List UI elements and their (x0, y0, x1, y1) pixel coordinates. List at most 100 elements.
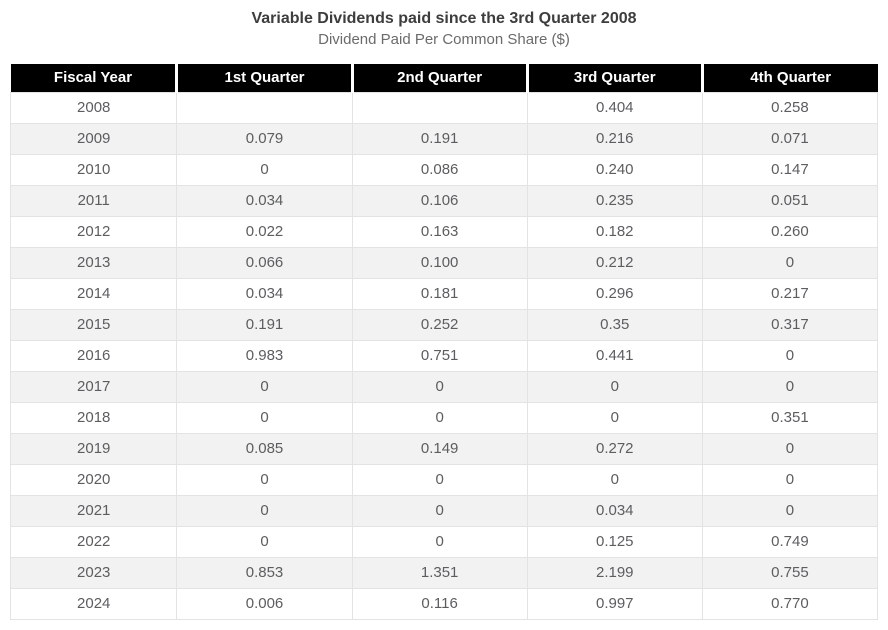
year-cell: 2008 (9, 91, 178, 124)
dividend-cell: 0.212 (526, 246, 703, 279)
dividend-cell: 0.317 (701, 308, 879, 341)
chart-header: Variable Dividends paid since the 3rd Qu… (0, 0, 888, 48)
dividend-cell: 0 (701, 432, 879, 465)
table-row: 2022 0 0 0.125 0.749 (9, 525, 879, 558)
dividend-cell: 0 (526, 401, 703, 434)
dividend-cell: 0 (526, 463, 703, 496)
table-row: 2012 0.022 0.163 0.182 0.260 (9, 215, 879, 248)
table-row: 2014 0.034 0.181 0.296 0.217 (9, 277, 879, 310)
table-row: 2011 0.034 0.106 0.235 0.051 (9, 184, 879, 217)
dividend-cell: 0.997 (526, 587, 703, 620)
dividend-cell: 0.116 (351, 587, 528, 620)
table-row: 2016 0.983 0.751 0.441 0 (9, 339, 879, 372)
dividend-cell: 0 (701, 494, 879, 527)
dividend-cell: 0.240 (526, 153, 703, 186)
dividend-cell: 0.034 (526, 494, 703, 527)
table-row: 2020 0 0 0 0 (9, 463, 879, 496)
table-row: 2017 0 0 0 0 (9, 370, 879, 403)
column-header-fiscal-year: Fiscal Year (10, 64, 177, 92)
dividend-cell: 2.199 (526, 556, 703, 589)
dividend-cell: 0.191 (351, 122, 528, 155)
dividend-cell: 0 (351, 370, 528, 403)
dividend-cell: 0.085 (176, 432, 353, 465)
dividend-cell: 0.749 (701, 525, 879, 558)
table-row: 2023 0.853 1.351 2.199 0.755 (9, 556, 879, 589)
dividend-cell: 0 (351, 401, 528, 434)
dividend-cell: 0 (176, 525, 353, 558)
year-cell: 2017 (9, 370, 178, 403)
dividend-cell (351, 91, 528, 124)
table-row: 2008 0.404 0.258 (9, 91, 879, 124)
year-cell: 2010 (9, 153, 178, 186)
dividend-cell: 0 (526, 370, 703, 403)
table-row: 2019 0.085 0.149 0.272 0 (9, 432, 879, 465)
dividend-cell: 0 (176, 494, 353, 527)
dividend-cell: 0.149 (351, 432, 528, 465)
dividend-cell: 0.079 (176, 122, 353, 155)
page-subtitle: Dividend Paid Per Common Share ($) (318, 31, 570, 48)
year-cell: 2018 (9, 401, 178, 434)
year-cell: 2009 (9, 122, 178, 155)
year-cell: 2013 (9, 246, 178, 279)
dividend-cell: 0.034 (176, 277, 353, 310)
dividend-cell: 0.755 (701, 556, 879, 589)
dividend-cell: 0 (351, 494, 528, 527)
table-body: 2008 0.404 0.258 2009 0.079 0.191 0.216 0.071 20… (9, 91, 879, 620)
dividend-cell: 0 (176, 370, 353, 403)
dividend-cell: 0 (701, 463, 879, 496)
dividend-cell (176, 91, 353, 124)
dividend-cell: 0.35 (526, 308, 703, 341)
dividend-cell: 0.983 (176, 339, 353, 372)
dividend-cell: 0.217 (701, 277, 879, 310)
dividend-cell: 0.296 (526, 277, 703, 310)
dividend-cell: 0.125 (526, 525, 703, 558)
table-row: 2015 0.191 0.252 0.35 0.317 (9, 308, 879, 341)
dividend-cell: 0.181 (351, 277, 528, 310)
table-row: 2009 0.079 0.191 0.216 0.071 (9, 122, 879, 155)
dividend-cell: 0.106 (351, 184, 528, 217)
dividend-cell: 0.034 (176, 184, 353, 217)
year-cell: 2014 (9, 277, 178, 310)
dividends-table: Fiscal Year 1st Quarter 2nd Quarter 3rd … (9, 64, 879, 620)
dividend-cell: 0.071 (701, 122, 879, 155)
table-row: 2013 0.066 0.100 0.212 0 (9, 246, 879, 279)
dividend-cell: 0 (176, 153, 353, 186)
dividend-cell: 0 (701, 339, 879, 372)
table-row: 2010 0 0.086 0.240 0.147 (9, 153, 879, 186)
year-cell: 2019 (9, 432, 178, 465)
dividend-cell: 0 (701, 246, 879, 279)
dividend-cell: 0.147 (701, 153, 879, 186)
table-header-row: Fiscal Year 1st Quarter 2nd Quarter 3rd … (10, 64, 878, 92)
dividend-cell: 0.100 (351, 246, 528, 279)
dividend-cell: 0.751 (351, 339, 528, 372)
dividend-cell: 0.258 (701, 91, 879, 124)
page-title: Variable Dividends paid since the 3rd Qu… (251, 10, 637, 27)
dividend-cell: 0.441 (526, 339, 703, 372)
dividend-cell: 0.022 (176, 215, 353, 248)
dividend-cell: 0.770 (701, 587, 879, 620)
dividend-cell: 0.272 (526, 432, 703, 465)
dividend-cell: 0.853 (176, 556, 353, 589)
year-cell: 2011 (9, 184, 178, 217)
dividend-cell: 1.351 (351, 556, 528, 589)
dividend-cell: 0.260 (701, 215, 879, 248)
dividend-cell: 0.191 (176, 308, 353, 341)
dividend-cell: 0 (701, 370, 879, 403)
column-header-q1: 1st Quarter (175, 64, 353, 92)
year-cell: 2022 (9, 525, 178, 558)
column-header-q4: 4th Quarter (700, 64, 878, 92)
dividend-cell: 0.404 (526, 91, 703, 124)
column-header-q3: 3rd Quarter (525, 64, 703, 92)
year-cell: 2012 (9, 215, 178, 248)
year-cell: 2021 (9, 494, 178, 527)
column-header-q2: 2nd Quarter (350, 64, 528, 92)
dividend-cell: 0 (176, 463, 353, 496)
dividend-cell: 0.051 (701, 184, 879, 217)
dividend-cell: 0 (351, 463, 528, 496)
year-cell: 2015 (9, 308, 178, 341)
dividend-cell: 0.351 (701, 401, 879, 434)
table-row: 2024 0.006 0.116 0.997 0.770 (9, 587, 879, 620)
dividend-cell: 0.252 (351, 308, 528, 341)
table-row: 2021 0 0 0.034 0 (9, 494, 879, 527)
year-cell: 2016 (9, 339, 178, 372)
